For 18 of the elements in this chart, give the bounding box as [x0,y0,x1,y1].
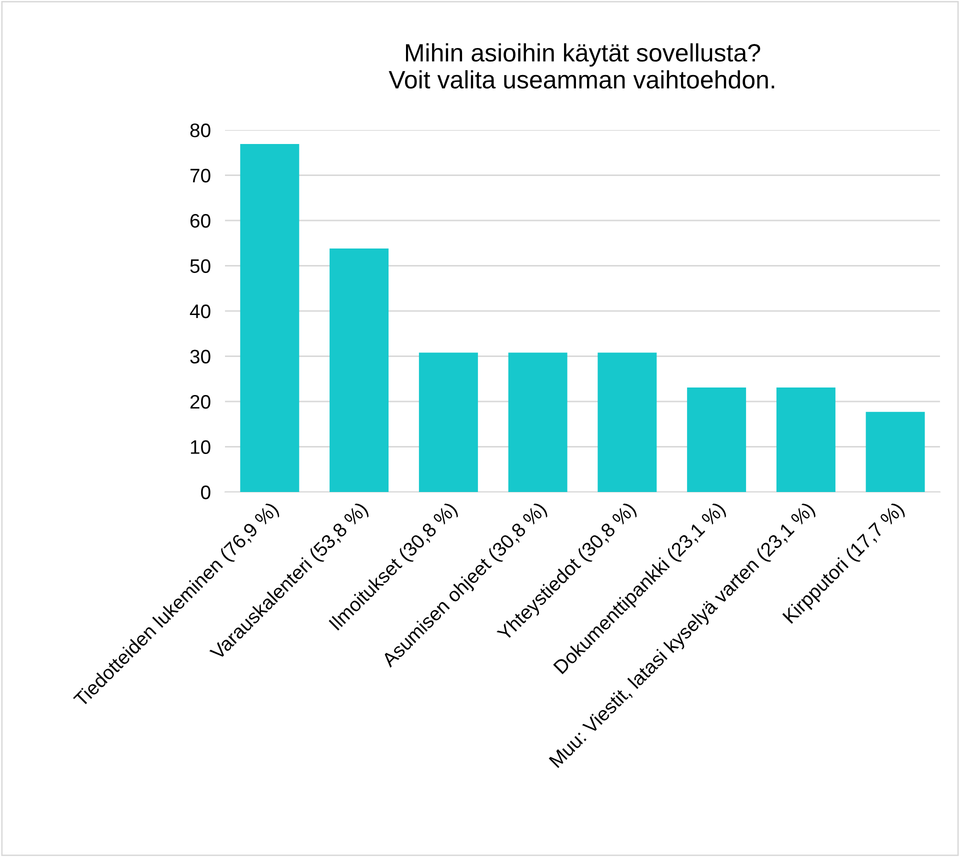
bar [598,352,657,492]
bar [687,387,746,492]
y-tick-label: 60 [190,214,210,228]
bar [508,352,568,492]
chart-title: Mihin asioihin käytät sovellusta? Voit valita useamman vaihtoehdon. [388,43,774,89]
y-tick-label: 0 [201,485,210,500]
y-tick-label: 40 [190,304,210,318]
bar [418,352,478,492]
bar [776,387,836,492]
y-tick-label: 80 [190,123,210,138]
y-tick-label: 70 [190,168,210,182]
bar [330,248,389,492]
y-tick-label: 30 [190,350,210,364]
bar [240,144,300,492]
y-tick-label: 20 [190,394,210,409]
y-tick-label: 50 [190,259,210,273]
y-tick-label: 10 [190,440,210,454]
bar [866,412,925,492]
